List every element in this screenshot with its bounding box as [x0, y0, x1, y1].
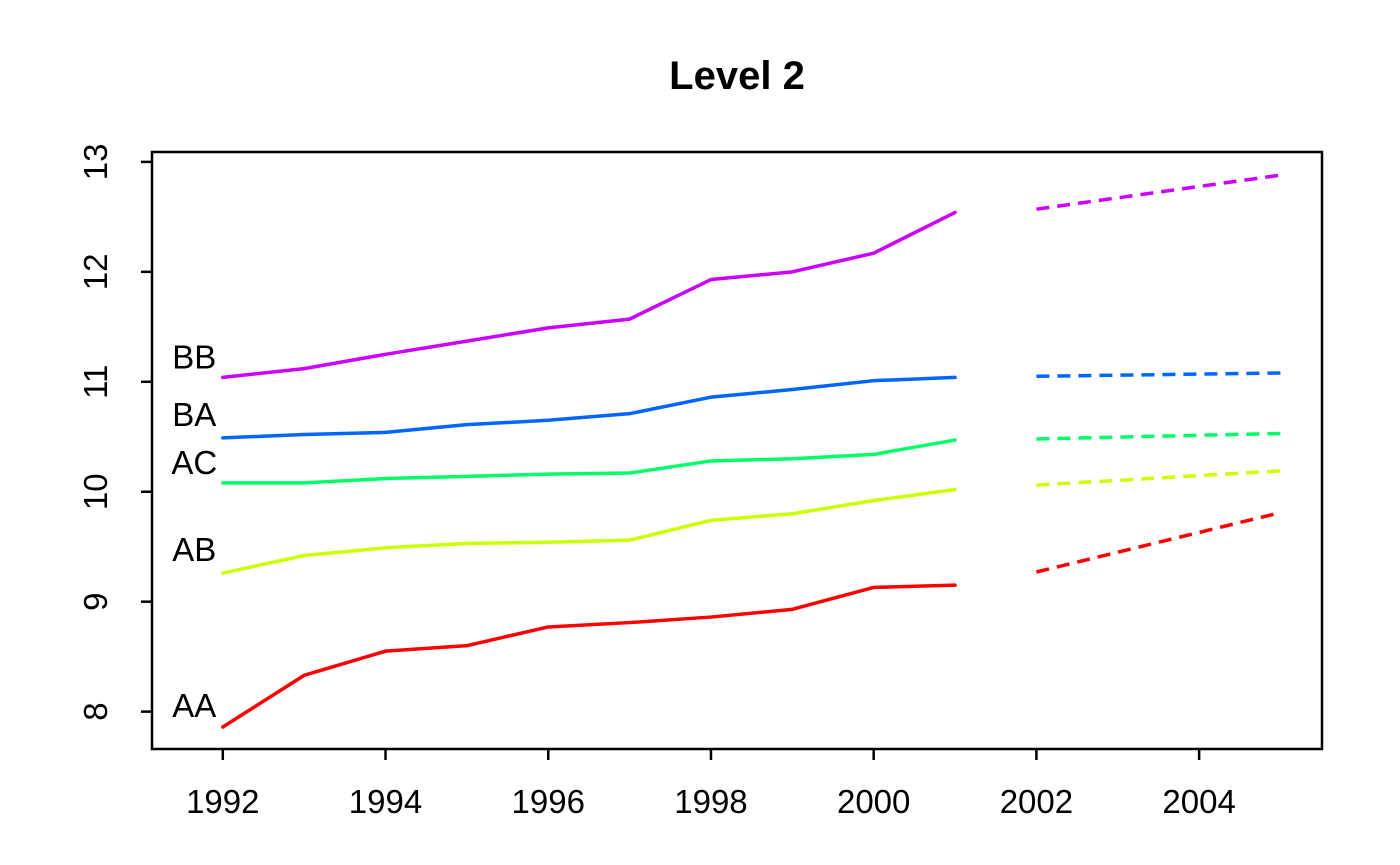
series-line-BA — [221, 375, 957, 440]
x-tick-label: 1998 — [674, 783, 747, 820]
chart-title: Level 2 — [669, 54, 805, 98]
series-line-BB — [221, 210, 957, 380]
series-label-AA: AA — [172, 687, 216, 724]
y-tick-label: 12 — [77, 253, 114, 290]
y-tick-label: 9 — [77, 592, 114, 610]
x-tick-label: 2000 — [837, 783, 910, 820]
x-tick-label: 1996 — [512, 783, 585, 820]
series-forecast-BA — [1036, 371, 1281, 379]
x-tick-label: 1994 — [349, 783, 422, 820]
series-label-BB: BB — [172, 339, 216, 376]
x-tick-label: 2004 — [1162, 783, 1235, 820]
series-forecast-AA — [1036, 510, 1281, 574]
series-line-AC — [221, 438, 957, 485]
series-forecast-AB — [1036, 469, 1281, 487]
x-tick-label: 1992 — [186, 783, 259, 820]
series-forecast-AC — [1036, 431, 1281, 441]
y-tick-label: 11 — [77, 365, 114, 399]
series-forecast-BB — [1036, 173, 1281, 211]
series-label-AB: AB — [172, 531, 216, 568]
y-tick-label: 13 — [77, 144, 114, 181]
x-tick-label: 2002 — [1000, 783, 1073, 820]
y-tick-label: 10 — [77, 473, 114, 510]
y-tick-label: 8 — [77, 702, 114, 720]
series-line-AA — [221, 583, 957, 729]
plot-box — [150, 150, 1324, 751]
series-label-AC: AC — [171, 444, 217, 481]
series-line-AB — [221, 487, 957, 575]
series-label-BA: BA — [172, 396, 216, 433]
